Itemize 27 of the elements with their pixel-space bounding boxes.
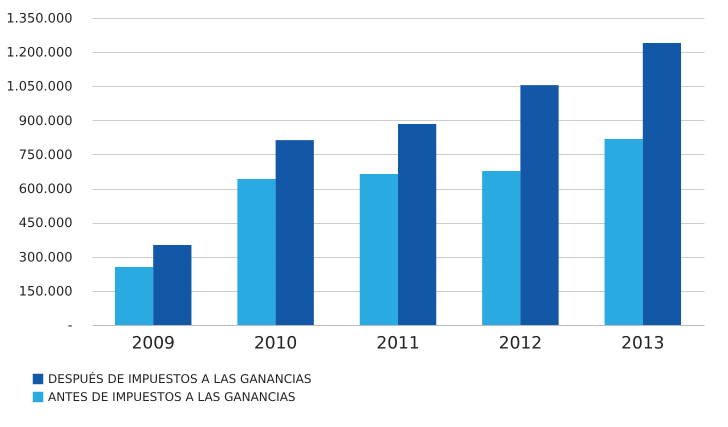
x-tick-label: 2009 — [132, 334, 175, 354]
bar — [604, 138, 643, 325]
x-tick-label: 2010 — [254, 334, 298, 354]
bar — [520, 85, 559, 325]
bar — [153, 244, 192, 325]
y-tick-label: 1.050.000 — [6, 80, 72, 95]
y-tick-label: - — [68, 318, 73, 334]
y-tick-label: 300.000 — [18, 250, 72, 266]
bar — [642, 43, 682, 325]
y-tick-label: 750.000 — [18, 148, 72, 163]
y-tick-label: 1.200.000 — [6, 46, 72, 61]
y-tick-label: 600.000 — [18, 182, 72, 198]
x-tick-label: 2013 — [621, 334, 664, 354]
bar — [398, 124, 436, 325]
x-tick-label: 2011 — [376, 334, 420, 354]
y-tick-label: 900.000 — [18, 114, 72, 129]
bar — [482, 171, 520, 325]
y-tick-label: 1.350.000 — [6, 12, 72, 26]
legend-label: ANTES DE IMPUESTOS A LAS GANANCIAS — [48, 390, 296, 404]
legend-label: DESPUÉS DE IMPUESTOS A LAS GANANCIAS — [48, 371, 312, 386]
x-tick-label: 2012 — [498, 334, 542, 354]
bar — [114, 267, 154, 325]
bar — [360, 174, 398, 325]
y-tick-label: 150.000 — [18, 284, 72, 300]
bar — [276, 140, 314, 325]
bar — [237, 179, 276, 325]
y-tick-label: 450.000 — [18, 216, 72, 232]
